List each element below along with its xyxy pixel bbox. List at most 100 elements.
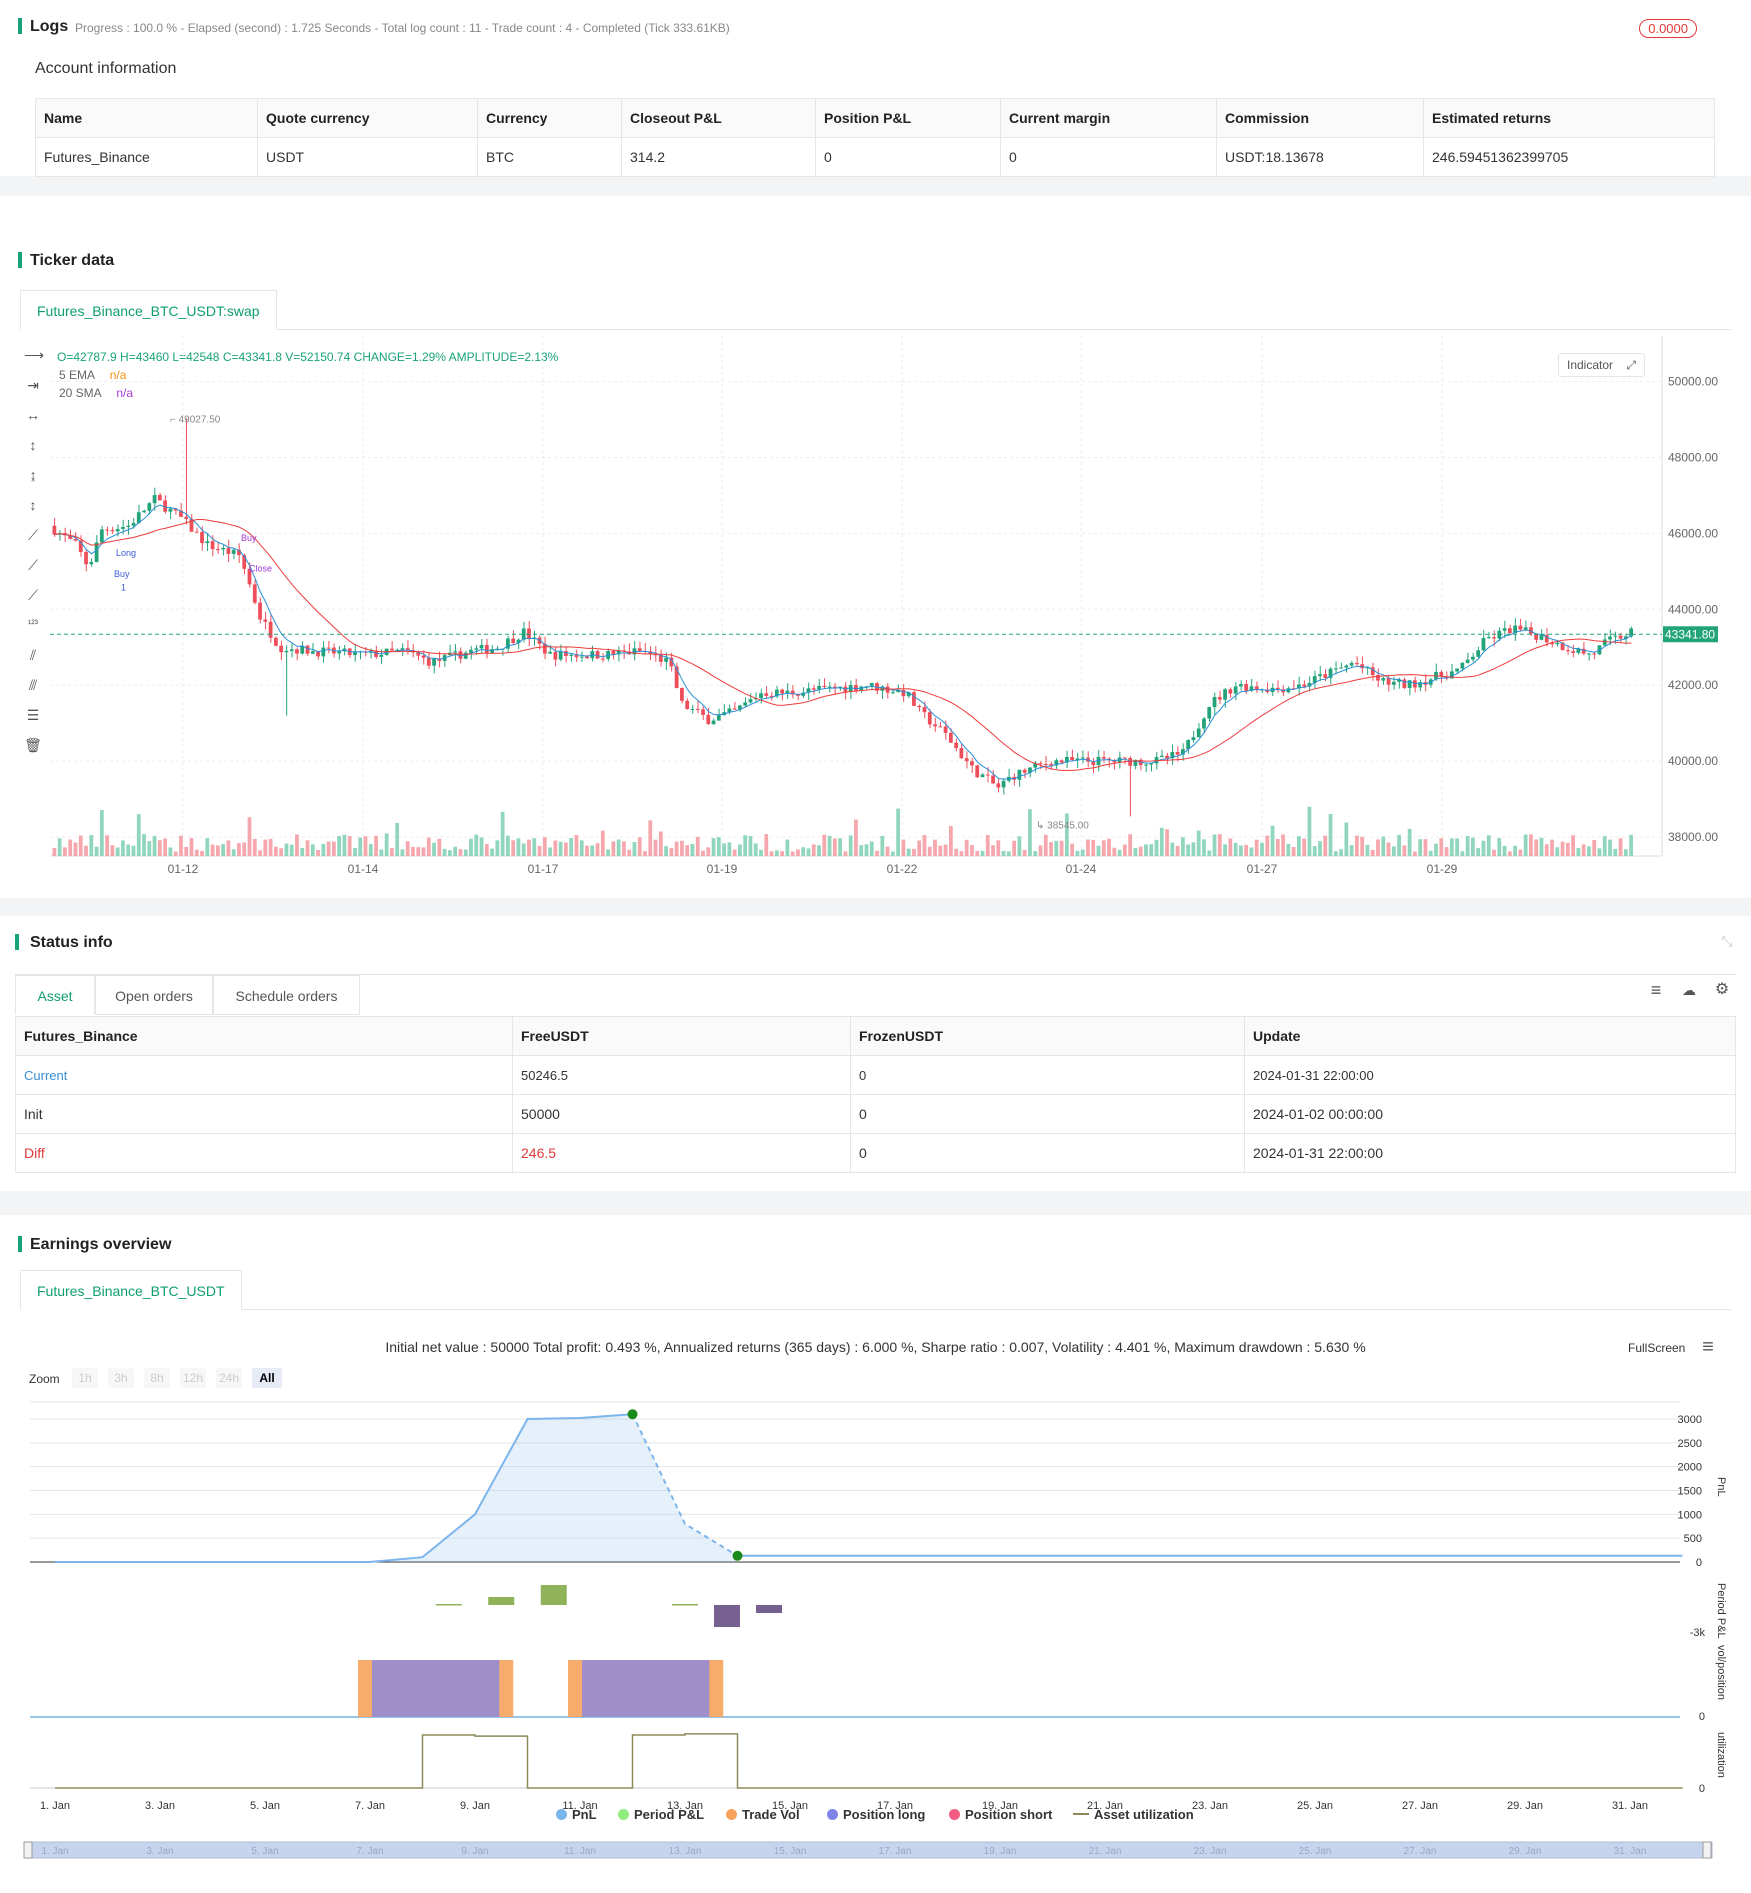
x-tick-label: 01-17 [528, 862, 559, 876]
volume-bar [163, 838, 168, 856]
indicator-button[interactable]: Indicator ⤢ [1558, 353, 1645, 377]
legend-label: Trade Vol [742, 1807, 800, 1822]
volume-bar [237, 843, 241, 856]
candle-body [1212, 697, 1217, 708]
horizontal-line-icon[interactable]: ⟶ [24, 347, 45, 363]
volume-bar [1170, 842, 1175, 856]
volume-bar [1217, 834, 1222, 856]
trash-icon[interactable]: 🗑 [24, 737, 42, 753]
zoom-option-8h[interactable]: 8h [144, 1368, 170, 1388]
pnl-tick: 2500 [1678, 1438, 1702, 1450]
candle-body [490, 649, 494, 654]
volume-bar [1070, 843, 1075, 856]
candle-body [131, 522, 136, 526]
volume-bar [99, 810, 104, 856]
collapse-icon[interactable]: ⤡ [1721, 933, 1733, 949]
volume-bar [1202, 839, 1206, 856]
volume-bar [205, 838, 210, 856]
fibonacci-icon[interactable]: ⫻ [28, 677, 38, 693]
menu-icon[interactable]: ≡ [1702, 1336, 1714, 1358]
price-tag: 43341.80 [1665, 627, 1715, 641]
zoom-option-All[interactable]: All [252, 1368, 282, 1388]
candle-body [110, 530, 115, 532]
volume-bar [1022, 849, 1027, 856]
zoom-option-12h[interactable]: 12h [180, 1368, 206, 1388]
candle-body [1318, 674, 1322, 677]
zoom-option-1h[interactable]: 1h [72, 1368, 98, 1388]
legend-item[interactable]: Asset utilization [1073, 1807, 1194, 1822]
vertical-ray-icon[interactable]: ↨ [29, 467, 37, 483]
tab-asset[interactable]: Asset [15, 975, 95, 1015]
candle-body [1507, 628, 1512, 634]
volume-bar [1481, 840, 1486, 856]
price-label-icon[interactable]: ¹²³ [28, 619, 38, 630]
vertical-segment-icon[interactable]: ↕ [29, 497, 37, 513]
candle-body [927, 712, 932, 725]
candle-body [1297, 684, 1301, 689]
candle-body [811, 688, 816, 690]
candle-body [1054, 760, 1059, 766]
vertical-line-icon[interactable]: ↕ [29, 437, 37, 453]
horizontal-ray-icon[interactable]: ⇥ [27, 377, 39, 393]
row-label-current[interactable]: Current [15, 1055, 513, 1095]
legend-item[interactable]: Trade Vol [726, 1807, 800, 1822]
volume-bar [121, 840, 125, 856]
sma-name: 20 SMA [59, 386, 102, 400]
candle-body [1397, 679, 1401, 682]
candle-body [716, 715, 721, 721]
volume-bar [131, 845, 136, 856]
candle-body [1571, 651, 1575, 653]
candle-body [1133, 759, 1138, 766]
parallel-channel-icon[interactable]: ⫽ [29, 647, 37, 663]
volume-bar [284, 843, 289, 856]
candle-body [310, 651, 315, 654]
volume-bar [1080, 849, 1085, 856]
list-icon[interactable]: ≡ [1650, 980, 1662, 1000]
volume-bar [1286, 843, 1291, 856]
volume-bar [948, 825, 953, 856]
volume-bar [843, 851, 848, 856]
candle-body [1159, 755, 1164, 758]
zoom-option-24h[interactable]: 24h [216, 1368, 242, 1388]
x-tick-label: 01-29 [1427, 862, 1458, 876]
tab-schedule-orders[interactable]: Schedule orders [213, 975, 360, 1015]
trend-line-icon[interactable]: ⟋ [28, 527, 38, 543]
volume-bar [273, 846, 278, 856]
tab-earnings-symbol[interactable]: Futures_Binance_BTC_USDT [20, 1270, 242, 1310]
candle-body [1544, 635, 1549, 643]
volume-bar [1191, 842, 1196, 856]
tab-open-orders[interactable]: Open orders [95, 975, 213, 1015]
candle-body [896, 690, 901, 693]
candle-body [579, 656, 584, 658]
volume-bar [748, 835, 753, 856]
legend-item[interactable]: PnL [556, 1807, 597, 1822]
volume-bar [901, 839, 906, 856]
volume-bar [1265, 835, 1270, 856]
legend-item[interactable]: Position short [949, 1807, 1052, 1822]
candle-body [822, 686, 827, 688]
x-tick-label: 25. Jan [1297, 1800, 1333, 1812]
cloud-download-icon[interactable]: ☁ [1682, 982, 1696, 998]
pnl-area [55, 1414, 633, 1562]
price-lines-icon[interactable]: ☰ [26, 707, 40, 723]
fullscreen-button[interactable]: FullScreen [1628, 1341, 1685, 1355]
legend-item[interactable]: Position long [827, 1807, 925, 1822]
candle-body [701, 709, 705, 715]
candle-body [1022, 769, 1027, 773]
volume-bar [1423, 839, 1428, 856]
legend-item[interactable]: Period P&L [618, 1807, 704, 1822]
candle-body [305, 645, 310, 654]
tab-ticker-symbol[interactable]: Futures_Binance_BTC_USDT:swap [20, 290, 277, 330]
candle-body [73, 538, 78, 541]
candle-body [157, 495, 162, 501]
zoom-option-3h[interactable]: 3h [108, 1368, 134, 1388]
ray-line-icon[interactable]: ⟋ [28, 557, 38, 573]
candle-body [1043, 763, 1048, 765]
segment-line-icon[interactable]: ⟋ [28, 587, 38, 603]
volume-bar [595, 843, 600, 856]
low-label: ↳ 38545.00 [1036, 820, 1089, 831]
volume-bar [179, 835, 183, 856]
candle-body [1101, 757, 1106, 759]
horizontal-segment-icon[interactable]: ↔ [26, 407, 40, 423]
gear-icon[interactable]: ⚙ [1714, 981, 1730, 998]
